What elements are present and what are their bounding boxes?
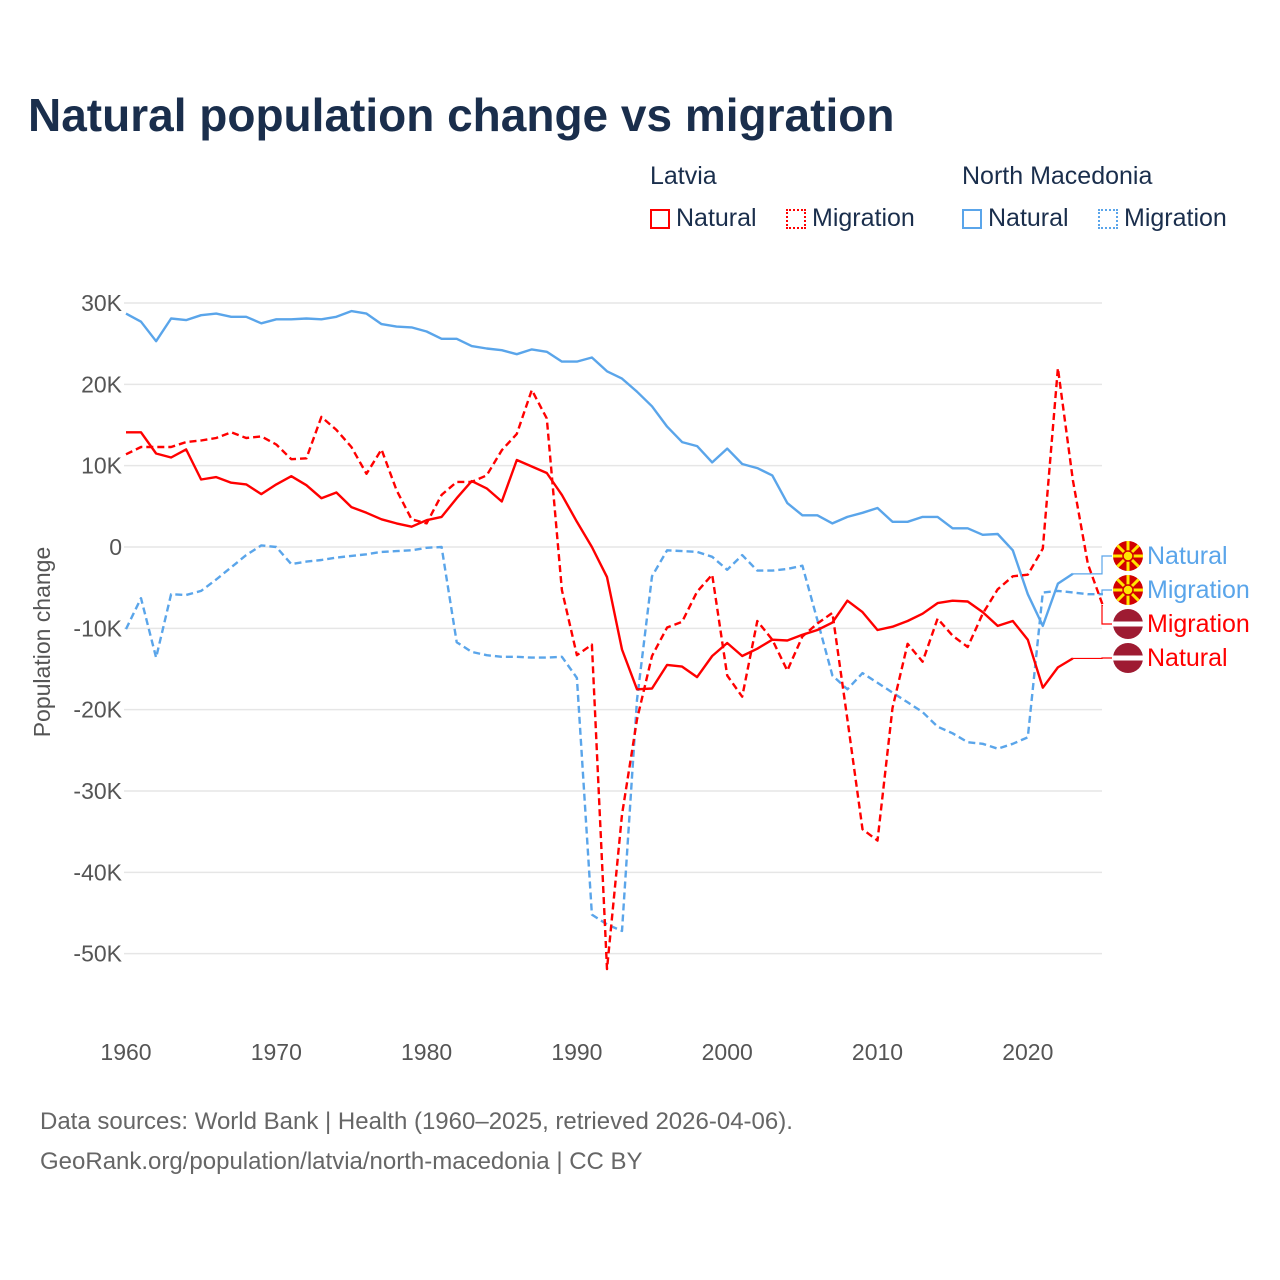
flag-sun bbox=[1122, 550, 1134, 562]
legend-country-latvia: Latvia bbox=[650, 162, 717, 190]
x-tick-label: 1990 bbox=[551, 1039, 602, 1065]
x-tick-label: 1970 bbox=[251, 1039, 302, 1065]
series-line-north-macedonia-migration bbox=[124, 544, 1103, 933]
y-tick-label: 20K bbox=[81, 371, 123, 397]
y-tick-label: 30K bbox=[81, 290, 123, 316]
x-tick-label: 2020 bbox=[1002, 1039, 1053, 1065]
legend-swatch-dotted bbox=[786, 208, 806, 229]
x-tick-label: 2000 bbox=[702, 1039, 753, 1065]
legend-label: Natural bbox=[676, 204, 757, 232]
legend-nm-natural[interactable]: Natural bbox=[962, 204, 1069, 233]
legend-label: Migration bbox=[812, 204, 915, 232]
y-tick-label: -40K bbox=[73, 859, 122, 885]
footer-link[interactable]: GeoRank.org/population/latvia/north-mace… bbox=[40, 1148, 643, 1175]
x-tick-label: 1980 bbox=[401, 1039, 452, 1065]
legend-nm-migration[interactable]: Migration bbox=[1098, 204, 1227, 233]
series-end-label: Migration bbox=[1147, 610, 1250, 638]
series-line-latvia-migration bbox=[125, 366, 1105, 971]
legend-north-macedonia: North Macedonia Natural Migration bbox=[962, 162, 1227, 232]
label-leader-line bbox=[1101, 589, 1112, 595]
x-tick-label: 2010 bbox=[852, 1039, 903, 1065]
legend-label: Natural bbox=[988, 204, 1069, 232]
label-leader-line bbox=[1072, 555, 1112, 575]
legend-country-north-macedonia: North Macedonia bbox=[962, 162, 1153, 190]
series-end-label: Migration bbox=[1147, 576, 1250, 604]
chart-title: Natural population change vs migration bbox=[28, 89, 895, 141]
y-tick-label: -10K bbox=[73, 615, 122, 641]
latvia-flag-stripe bbox=[1113, 655, 1143, 661]
y-tick-label: -20K bbox=[73, 697, 122, 723]
y-tick-label: -30K bbox=[73, 778, 122, 804]
y-tick-label: -50K bbox=[73, 941, 122, 967]
series-end-label: Natural bbox=[1147, 542, 1228, 570]
label-leader-line bbox=[1101, 604, 1112, 625]
y-tick-label: 0 bbox=[109, 534, 122, 560]
legend-latvia-migration[interactable]: Migration bbox=[786, 204, 915, 233]
flag-sun bbox=[1122, 584, 1134, 596]
latvia-flag-stripe bbox=[1113, 621, 1143, 627]
legend-swatch-solid bbox=[962, 208, 982, 229]
series-line-latvia-natural bbox=[126, 431, 1074, 691]
x-tick-label: 1960 bbox=[100, 1039, 151, 1065]
series-end-label: Natural bbox=[1147, 644, 1228, 672]
y-tick-label: 10K bbox=[81, 453, 123, 479]
y-axis-label: Population change bbox=[29, 547, 55, 738]
legend-swatch-dotted bbox=[1098, 208, 1118, 229]
footer-sources: Data sources: World Bank | Health (1960–… bbox=[40, 1108, 793, 1135]
legend-latvia: Latvia Natural Migration bbox=[650, 162, 915, 232]
legend-latvia-natural[interactable]: Natural bbox=[650, 204, 757, 233]
legend-swatch-solid bbox=[650, 208, 670, 229]
series-line-north-macedonia-natural bbox=[125, 309, 1074, 628]
legend-label: Migration bbox=[1124, 204, 1227, 232]
